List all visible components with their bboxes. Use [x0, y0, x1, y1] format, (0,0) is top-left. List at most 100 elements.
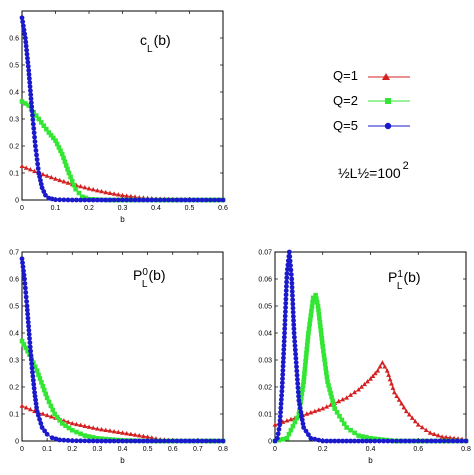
data-point — [22, 31, 28, 37]
data-point — [25, 55, 30, 61]
y-tick-label: 0.6 — [9, 277, 19, 284]
data-point — [290, 297, 296, 303]
data-point — [32, 134, 37, 140]
data-point — [33, 113, 39, 118]
data-point — [26, 103, 31, 108]
data-point — [191, 197, 197, 203]
data-point — [321, 348, 326, 354]
series-q5 — [272, 249, 469, 444]
data-point — [59, 151, 65, 157]
data-point — [170, 197, 176, 203]
data-point — [293, 355, 299, 361]
data-point — [66, 425, 72, 431]
data-point — [278, 405, 284, 411]
series-q2 — [19, 338, 226, 444]
data-point — [34, 368, 40, 374]
data-point — [288, 263, 293, 268]
y-tick-label: 0.5 — [9, 63, 19, 70]
data-point — [314, 300, 320, 305]
data-point — [313, 292, 318, 298]
x-tick-label: 0 — [273, 446, 277, 453]
data-point — [276, 426, 282, 432]
data-point — [26, 68, 32, 73]
data-point — [63, 163, 69, 168]
data-point — [435, 433, 441, 438]
data-point — [290, 293, 295, 299]
data-point — [315, 303, 321, 309]
legend-parameter-prefix: ½L½=100 — [338, 165, 401, 181]
data-point — [153, 438, 159, 444]
data-point — [290, 423, 296, 429]
data-point — [63, 423, 68, 428]
data-point — [48, 132, 54, 138]
data-point — [319, 336, 325, 341]
series-q2 — [19, 99, 226, 203]
data-point — [409, 415, 415, 420]
data-point — [27, 344, 33, 350]
data-point — [115, 192, 121, 197]
data-point — [281, 343, 287, 348]
data-point — [22, 35, 28, 41]
data-point — [195, 197, 201, 203]
data-point — [282, 322, 288, 327]
data-point — [340, 438, 346, 444]
y-tick-label: 0 — [15, 198, 19, 205]
data-point — [324, 438, 330, 444]
data-point — [324, 370, 329, 376]
data-point — [38, 421, 44, 426]
x-tick-label: 0.5 — [143, 446, 153, 453]
data-point — [326, 383, 331, 388]
data-point — [19, 403, 25, 408]
data-point — [199, 438, 205, 444]
data-point — [57, 197, 63, 203]
data-point — [21, 268, 26, 274]
data-point — [73, 186, 78, 192]
data-point — [331, 402, 336, 408]
data-point — [59, 421, 65, 426]
chart-panel-1: 0 0.1 0.2 0.3 0.4 0.5 0.6 0 0.1 0.2 0.3 0.4 0.5 0.6 b c… — [9, 10, 228, 224]
data-point — [48, 414, 54, 419]
data-point — [86, 186, 92, 191]
data-point — [57, 418, 62, 423]
data-point — [280, 367, 286, 373]
data-point — [428, 438, 434, 444]
data-point — [306, 432, 311, 438]
data-point — [46, 130, 52, 135]
data-point — [103, 427, 109, 432]
data-point — [35, 166, 41, 171]
data-point — [320, 438, 326, 444]
data-point — [157, 197, 163, 203]
data-point — [27, 88, 33, 94]
data-point — [107, 197, 113, 203]
data-point — [182, 438, 188, 444]
data-point — [28, 352, 34, 358]
data-point — [43, 391, 48, 397]
data-point — [280, 372, 286, 377]
x-tick-label: 0.7 — [193, 446, 203, 453]
data-point — [33, 397, 38, 403]
data-point — [272, 422, 278, 427]
data-point — [419, 424, 425, 430]
title-subscript: L — [397, 281, 403, 292]
data-point — [178, 438, 184, 444]
data-point — [178, 197, 184, 203]
data-point — [277, 422, 283, 428]
data-point — [292, 343, 298, 349]
title-subscript: L — [147, 44, 153, 55]
x-tick-label: 0.4 — [151, 205, 161, 212]
data-point — [282, 330, 287, 336]
data-point — [43, 126, 49, 132]
data-point — [22, 285, 28, 291]
data-point — [120, 192, 125, 198]
x-tick-label: 0.4 — [118, 446, 128, 453]
data-point — [394, 393, 400, 398]
data-point — [290, 301, 296, 307]
data-point — [37, 174, 42, 180]
data-point — [132, 432, 138, 437]
data-point — [29, 108, 35, 114]
data-point — [339, 417, 345, 423]
data-point — [30, 121, 36, 127]
plot-title: P1 L(b) — [388, 269, 421, 292]
data-point — [291, 318, 296, 323]
data-point — [90, 425, 96, 430]
